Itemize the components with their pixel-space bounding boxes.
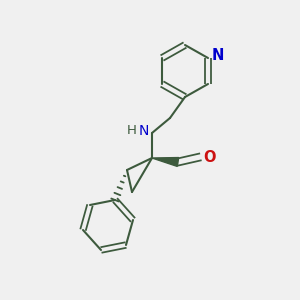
Polygon shape — [152, 158, 179, 166]
Text: H: H — [127, 124, 137, 137]
Text: O: O — [204, 149, 216, 164]
Text: N: N — [212, 49, 224, 64]
Text: N: N — [139, 124, 149, 138]
